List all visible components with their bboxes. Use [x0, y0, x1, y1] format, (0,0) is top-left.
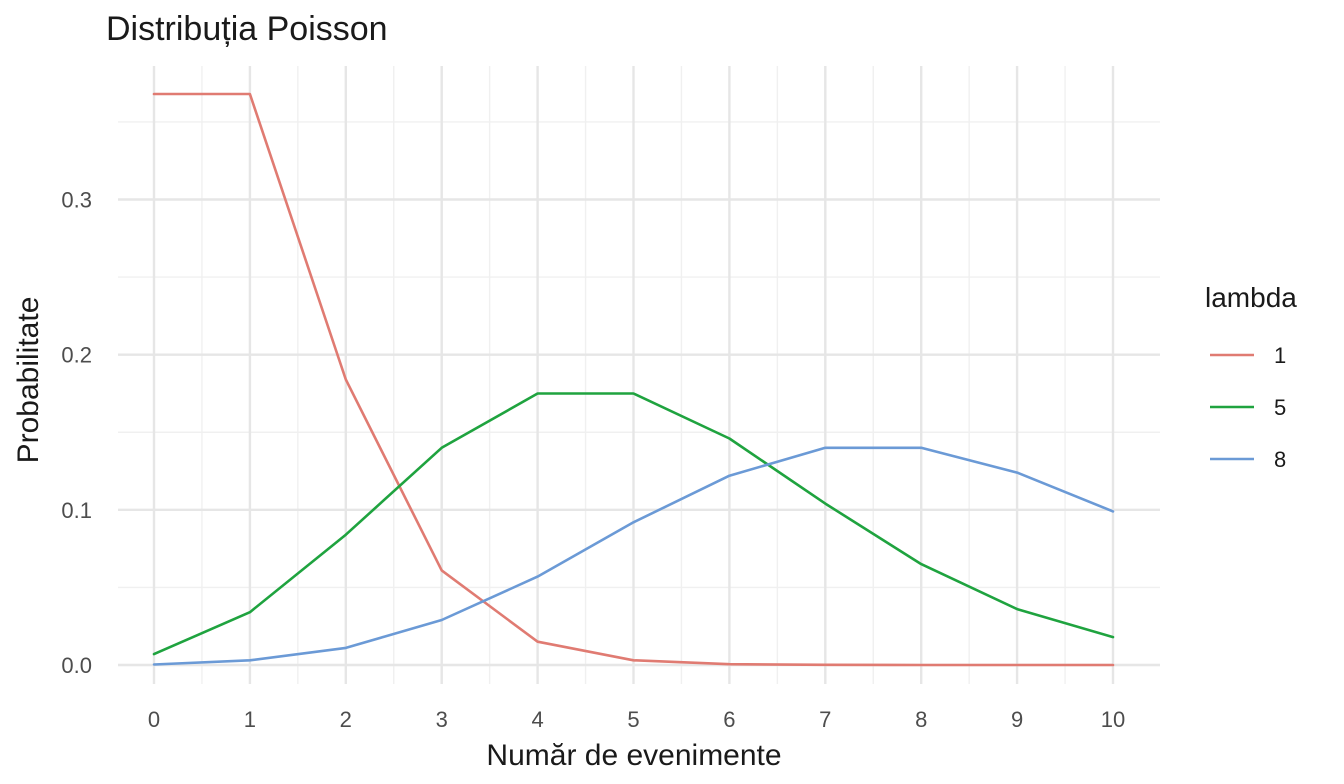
- x-tick-label: 7: [819, 707, 831, 732]
- plot-grid: [118, 66, 1160, 684]
- series-layer: [152, 92, 1115, 667]
- x-tick-label: 4: [531, 707, 543, 732]
- x-tick-label: 0: [148, 707, 160, 732]
- y-tick-label: 0.1: [61, 498, 92, 523]
- chart-title: Distribuția Poisson: [106, 10, 388, 48]
- x-tick-label: 3: [436, 707, 448, 732]
- series-line-lambda-8: [152, 446, 1115, 666]
- legend: lambda 1 5 8: [1205, 282, 1297, 472]
- x-tick-label: 10: [1101, 707, 1125, 732]
- y-tick-label: 0.3: [61, 188, 92, 213]
- x-tick-label: 9: [1011, 707, 1023, 732]
- y-tick-label: 0.0: [61, 653, 92, 678]
- series-line-lambda-5: [152, 392, 1115, 656]
- x-tick-label: 6: [723, 707, 735, 732]
- legend-label-1: 1: [1274, 343, 1286, 368]
- x-axis-ticks: 0 1 2 3 4 5 6 7 8 9 10: [148, 707, 1125, 732]
- y-axis-ticks: 0.0 0.1 0.2 0.3: [61, 188, 92, 678]
- x-axis-title: Număr de evenimente: [486, 739, 781, 772]
- x-tick-label: 5: [627, 707, 639, 732]
- y-axis-title: Probabilitate: [12, 297, 45, 464]
- series-line-lambda-1: [152, 92, 1115, 667]
- y-tick-label: 0.2: [61, 343, 92, 368]
- legend-label-8: 8: [1274, 447, 1286, 472]
- x-tick-label: 1: [244, 707, 256, 732]
- legend-label-5: 5: [1274, 395, 1286, 420]
- x-tick-label: 8: [915, 707, 927, 732]
- x-tick-label: 2: [340, 707, 352, 732]
- legend-title: lambda: [1205, 282, 1297, 313]
